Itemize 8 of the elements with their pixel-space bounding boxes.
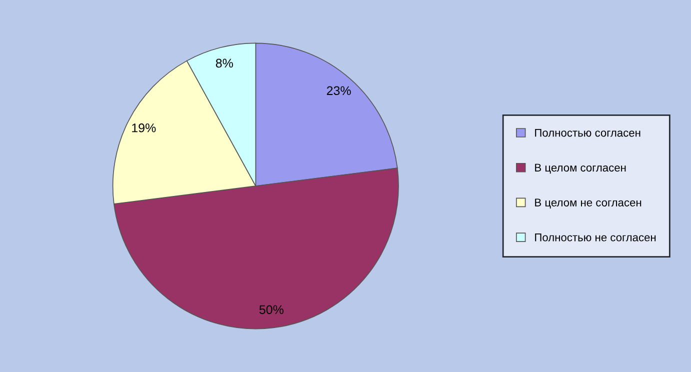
data-label: 8% [216,58,233,68]
legend-label: Полностью согласен [535,128,640,137]
legend-label: В целом согласен [535,164,626,174]
data-label: 23% [326,86,351,96]
data-label: 50% [259,305,284,314]
data-label: 19% [132,123,156,132]
legend-label: Полностью не согласен [535,234,656,242]
legend-label: В целом не согласен [535,198,642,209]
